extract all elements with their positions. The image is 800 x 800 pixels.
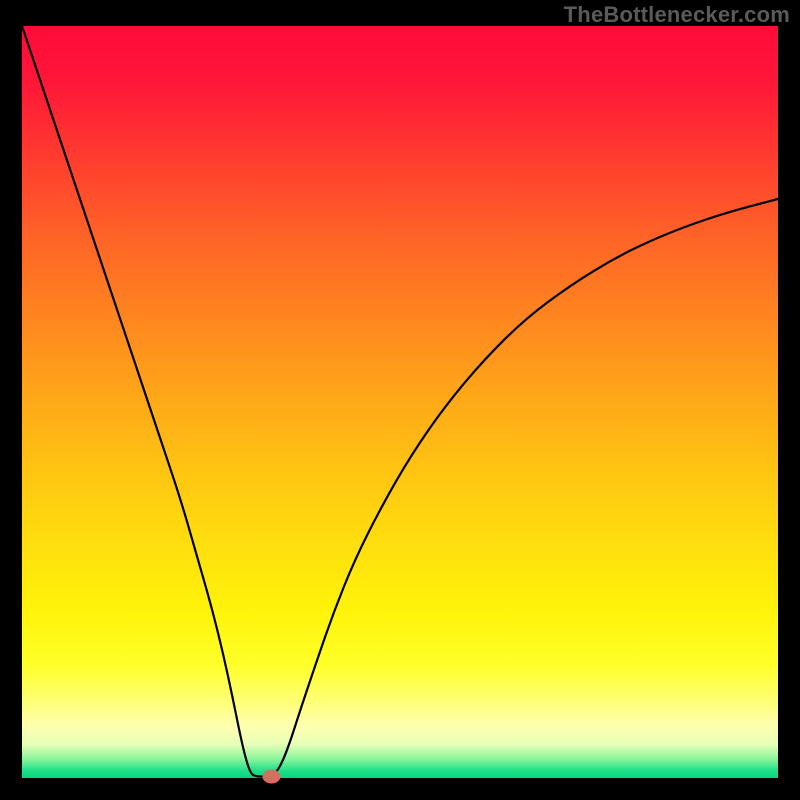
watermark-text: TheBottlenecker.com: [564, 2, 790, 28]
bottleneck-chart: TheBottlenecker.com: [0, 0, 800, 800]
plot-area: [22, 26, 778, 778]
chart-svg: [0, 0, 800, 800]
minimum-marker: [262, 769, 280, 783]
